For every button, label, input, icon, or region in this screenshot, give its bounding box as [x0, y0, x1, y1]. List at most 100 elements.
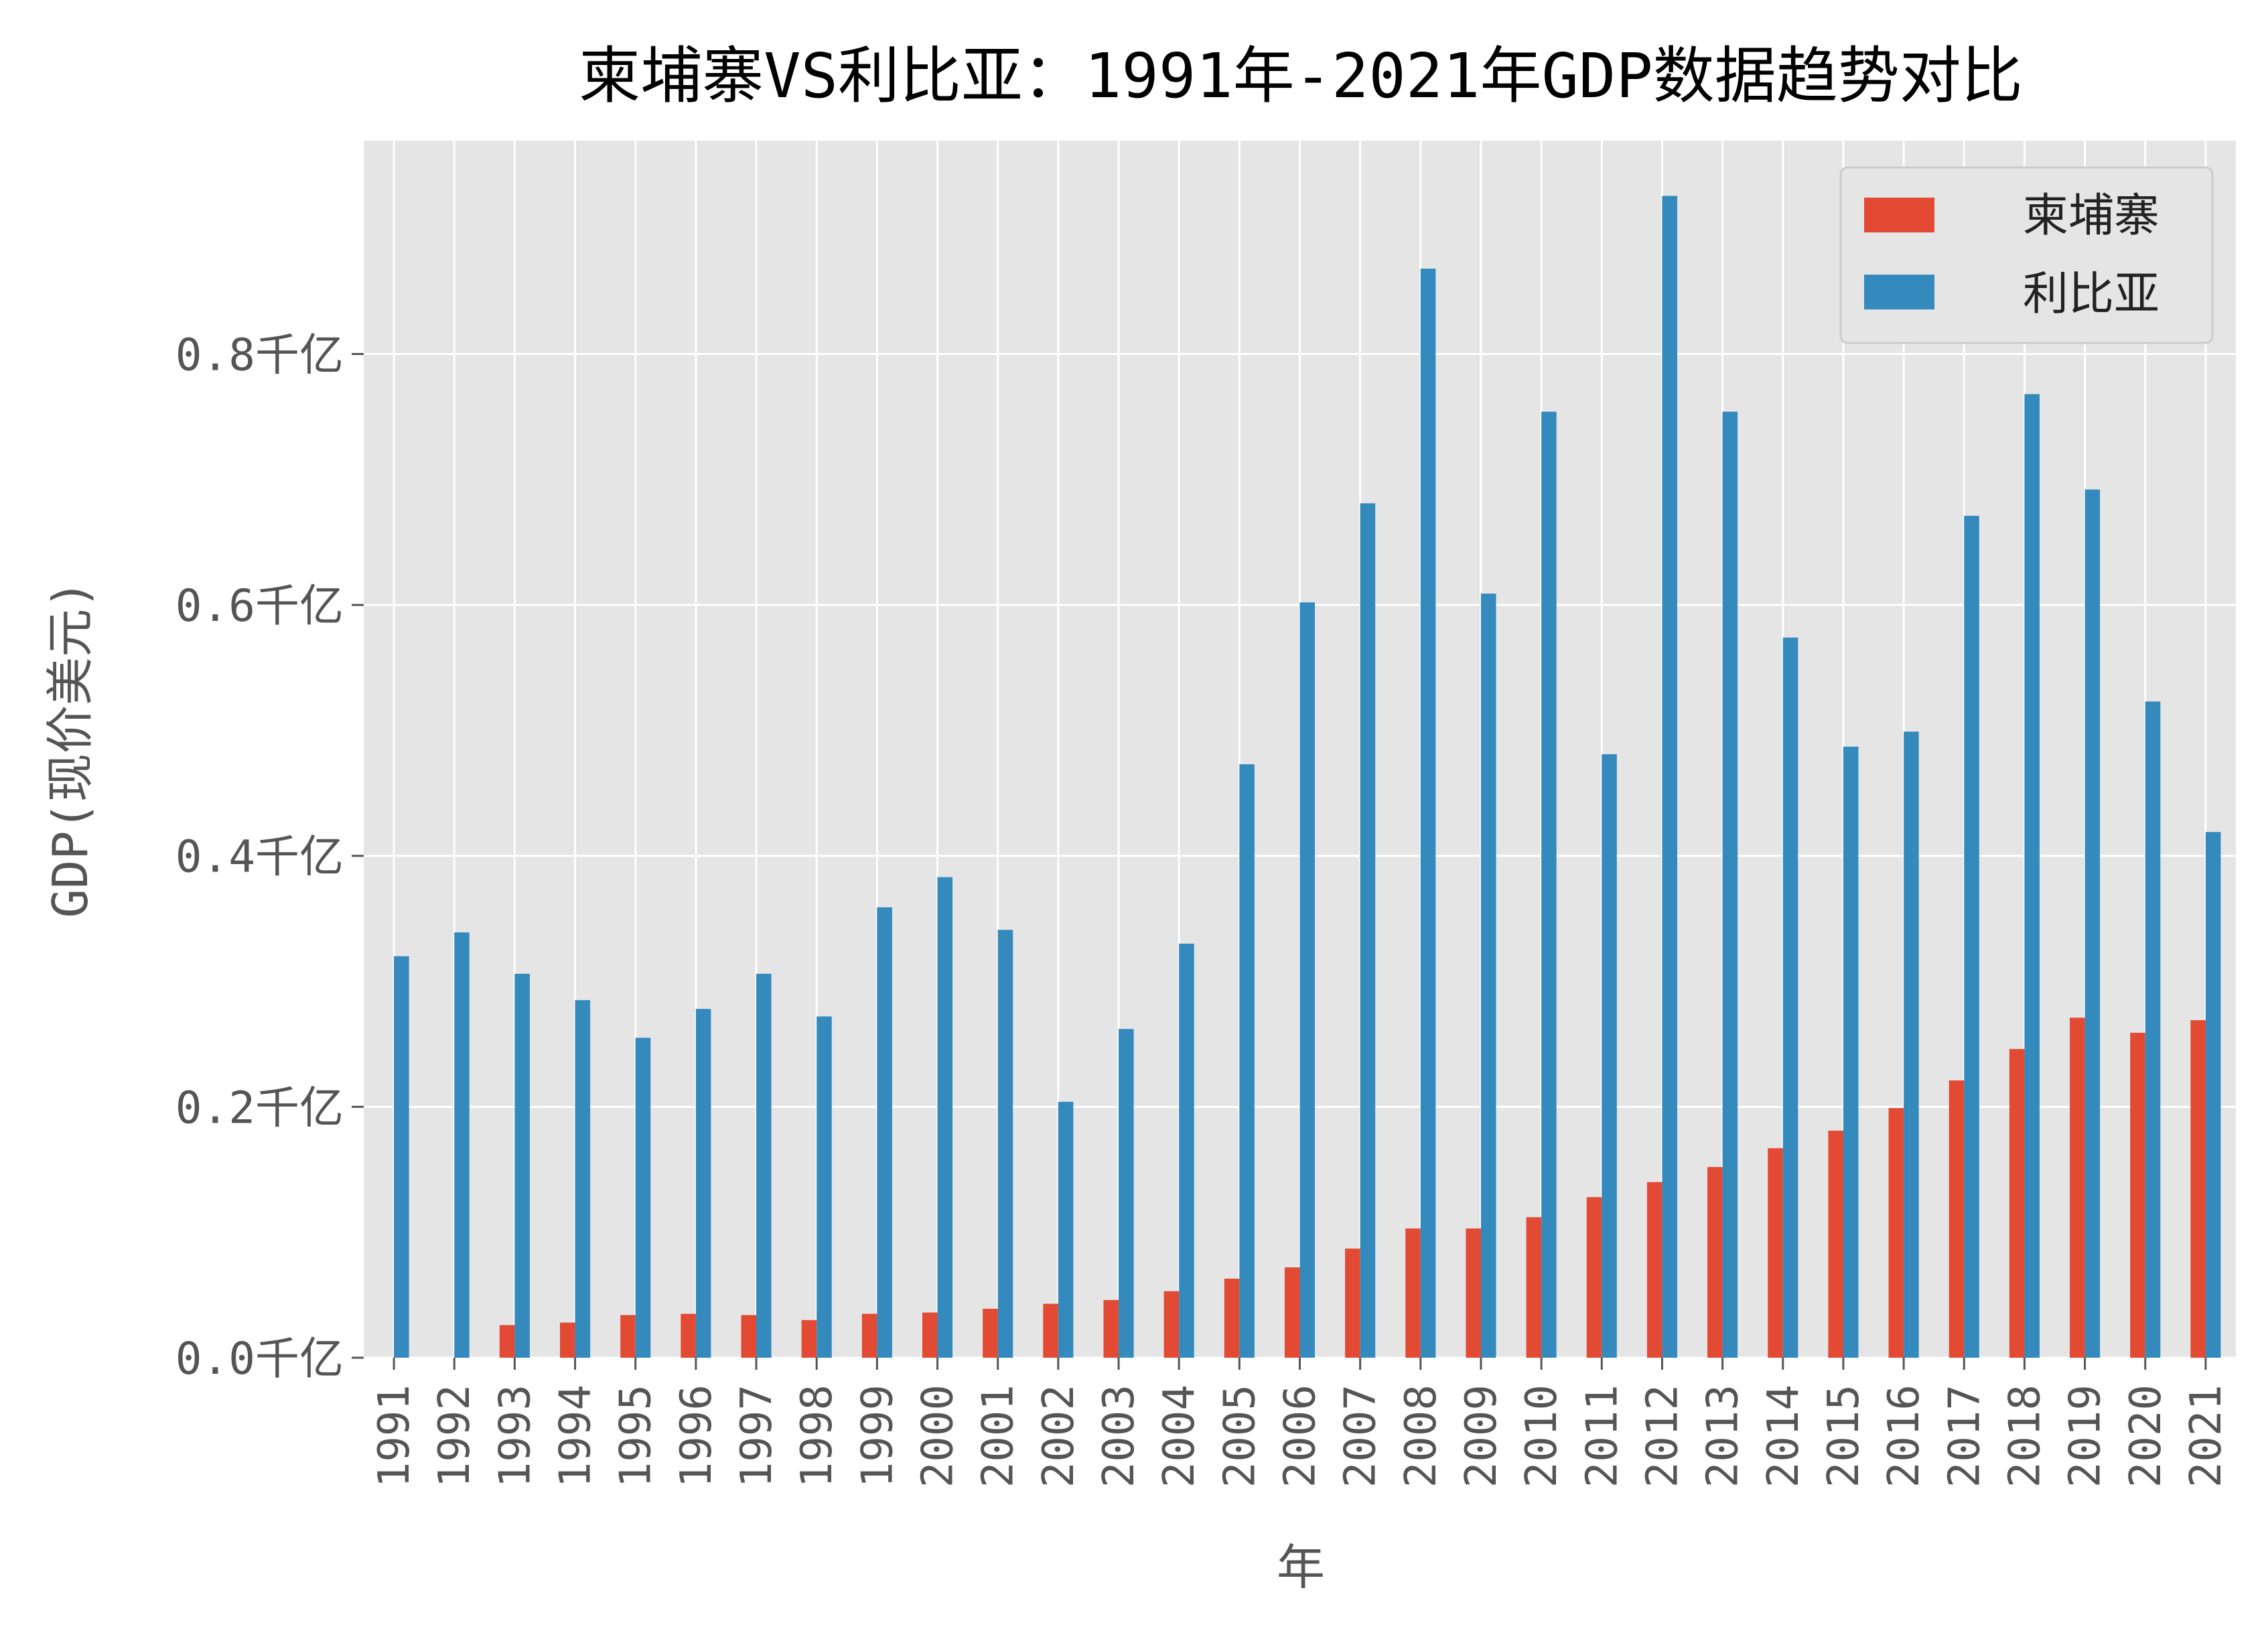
bar-cambodia	[922, 1312, 938, 1358]
x-tick-label: 1996	[672, 1385, 721, 1488]
x-tick-label: 1998	[792, 1385, 842, 1488]
x-tick-label: 1992	[430, 1385, 480, 1488]
bar-cambodia	[983, 1308, 998, 1358]
x-tick-label: 2016	[1880, 1385, 1929, 1488]
bar-cambodia	[1163, 1291, 1180, 1358]
x-tick-label: 2019	[2061, 1385, 2111, 1488]
bar-cambodia	[1284, 1267, 1300, 1358]
bar-libya	[635, 1038, 651, 1358]
bar-cambodia	[1345, 1249, 1360, 1358]
bar-libya	[1420, 269, 1436, 1358]
bar-libya	[454, 932, 470, 1358]
x-tick-label: 2013	[1699, 1385, 1748, 1488]
bar-libya	[937, 877, 953, 1358]
x-tick-label: 2015	[1819, 1385, 1869, 1488]
bar-libya	[2145, 701, 2161, 1358]
y-tick-label: 0.6千亿	[175, 580, 344, 632]
x-axis-label: 年	[1277, 1539, 1325, 1596]
bar-libya	[1964, 516, 1979, 1358]
x-tick-label: 2005	[1215, 1385, 1265, 1488]
bar-libya	[1239, 764, 1255, 1358]
x-tick-label: 1997	[732, 1385, 782, 1488]
bar-cambodia	[1526, 1217, 1542, 1358]
bar-libya	[1904, 731, 1919, 1358]
x-tick-label: 2014	[1759, 1385, 1809, 1488]
x-tick-label: 2001	[974, 1385, 1023, 1488]
bar-libya	[1722, 411, 1738, 1358]
bars	[394, 196, 2221, 1358]
bar-cambodia	[2070, 1017, 2085, 1358]
bar-libya	[877, 907, 892, 1358]
bar-libya	[2084, 489, 2101, 1358]
y-tick-label: 0.0千亿	[175, 1333, 344, 1385]
x-tick-label: 1993	[490, 1385, 540, 1488]
bar-cambodia	[2130, 1032, 2145, 1358]
x-tick-label: 2018	[2000, 1385, 2050, 1488]
bar-cambodia	[1224, 1278, 1240, 1358]
bar-cambodia	[1043, 1303, 1058, 1358]
bar-libya	[514, 973, 530, 1358]
bar-libya	[1843, 746, 1859, 1358]
x-tick-label: 2000	[914, 1385, 963, 1488]
x-tick-label: 2017	[1940, 1385, 1989, 1488]
bar-libya	[2024, 394, 2040, 1358]
x-tick-label: 2003	[1094, 1385, 1144, 1488]
y-tick-label: 0.4千亿	[175, 831, 344, 883]
bar-libya	[1602, 754, 1617, 1358]
bar-libya	[1480, 593, 1496, 1358]
bar-cambodia	[861, 1314, 877, 1358]
x-tick-label: 2010	[1517, 1385, 1567, 1488]
bar-cambodia	[1405, 1228, 1421, 1358]
bar-libya	[1119, 1029, 1134, 1358]
bar-cambodia	[1828, 1130, 1843, 1358]
bar-cambodia	[1586, 1197, 1602, 1358]
bar-cambodia	[620, 1315, 636, 1358]
bar-libya	[2205, 832, 2221, 1358]
bar-cambodia	[2009, 1049, 2025, 1358]
bar-cambodia	[1888, 1108, 1904, 1358]
bar-cambodia	[2190, 1020, 2206, 1358]
bar-cambodia	[681, 1314, 696, 1358]
bar-cambodia	[1948, 1080, 1965, 1358]
x-tick-label: 2020	[2121, 1385, 2171, 1488]
legend-label-libya: 利比亚	[2023, 268, 2159, 321]
x-tick-label: 2021	[2182, 1385, 2231, 1488]
bar-cambodia	[1466, 1228, 1481, 1358]
bar-libya	[1662, 196, 1678, 1358]
x-tick-label: 2004	[1155, 1385, 1204, 1488]
bar-libya	[756, 973, 772, 1358]
bar-libya	[575, 1000, 591, 1358]
y-tick-label: 0.8千亿	[175, 329, 344, 380]
bar-libya	[1541, 411, 1557, 1358]
bar-cambodia	[741, 1315, 757, 1358]
legend-label-cambodia: 柬埔寨	[2023, 190, 2159, 242]
x-tick-label: 2002	[1034, 1385, 1084, 1488]
x-tick-label: 2011	[1577, 1385, 1627, 1488]
x-tick-label: 2009	[1457, 1385, 1506, 1488]
bar-libya	[1179, 943, 1194, 1358]
bar-cambodia	[499, 1325, 515, 1358]
bar-cambodia	[560, 1322, 575, 1358]
bar-libya	[1299, 602, 1316, 1358]
x-tick-label: 1999	[853, 1385, 902, 1488]
bar-libya	[997, 930, 1013, 1358]
bar-cambodia	[1103, 1299, 1119, 1358]
legend-swatch-libya	[1864, 275, 1934, 309]
bar-cambodia	[1646, 1182, 1662, 1358]
legend-swatch-cambodia	[1864, 198, 1934, 232]
y-tick-label: 0.2千亿	[175, 1082, 344, 1133]
x-tick-label: 2007	[1336, 1385, 1386, 1488]
x-tick-label: 2008	[1397, 1385, 1446, 1488]
bar-cambodia	[1707, 1167, 1723, 1358]
x-tick-label: 1994	[551, 1385, 601, 1488]
legend: 柬埔寨 利比亚	[1839, 166, 2214, 344]
bar-libya	[394, 956, 409, 1358]
chart-title: 柬埔寨VS利比亚：1991年-2021年GDP数据趋势对比	[579, 40, 2022, 112]
bar-libya	[817, 1016, 832, 1358]
bar-libya	[1782, 637, 1798, 1358]
x-tick-label: 1991	[370, 1385, 419, 1488]
x-tick-label: 2012	[1638, 1385, 1687, 1488]
bar-cambodia	[801, 1320, 817, 1358]
